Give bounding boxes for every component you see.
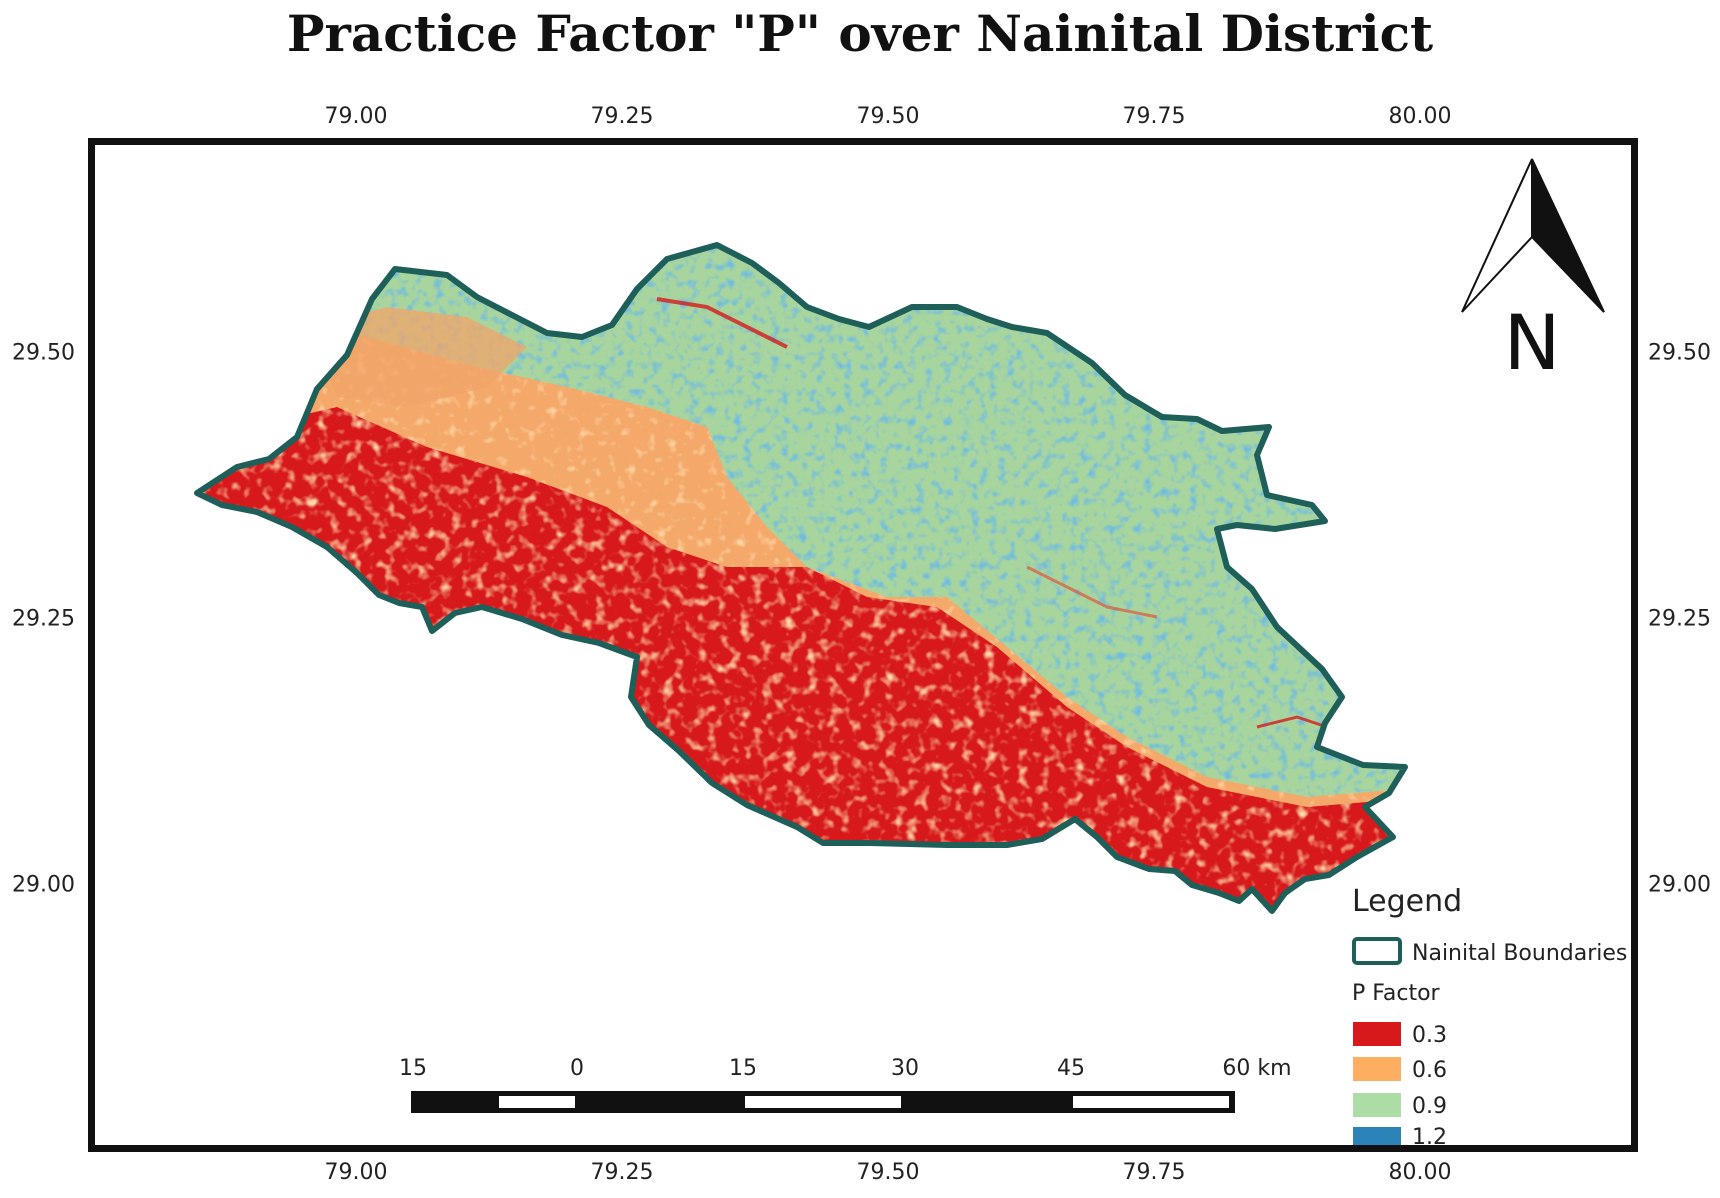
legend-swatch-0-9: [1353, 1093, 1401, 1117]
x-tick-bottom: 79.50: [856, 1160, 920, 1185]
y-tick-right: 29.25: [1648, 606, 1711, 632]
stream-streak: [1256, 715, 1328, 729]
x-tick-top: 80.00: [1388, 104, 1452, 129]
y-tick-right: 29.50: [1648, 340, 1711, 366]
scale-label: 0: [570, 1056, 584, 1081]
stream-streak: [1026, 565, 1158, 619]
north-arrow-icon: [1461, 158, 1605, 313]
y-tick-left: 29.50: [12, 340, 75, 366]
scale-label: 45: [1057, 1056, 1085, 1081]
legend-label-1-2: 1.2: [1412, 1125, 1447, 1145]
scale-label: 15: [399, 1056, 427, 1081]
north-label: N: [1504, 298, 1561, 387]
scale-label: 60 km: [1222, 1056, 1291, 1081]
map-canvas: N Legend Nainital Boundaries P Factor 0.…: [194, 158, 1627, 1145]
scale-label: 30: [891, 1056, 919, 1081]
x-tick-top: 79.25: [590, 104, 654, 129]
legend-boundary-swatch: [1352, 937, 1402, 965]
legend-label-0-9: 0.9: [1412, 1094, 1447, 1119]
legend-swatch-0-3: [1353, 1022, 1401, 1046]
district-boundary: [194, 242, 1408, 914]
legend-title: Legend: [1352, 884, 1462, 919]
legend-boundary-label: Nainital Boundaries: [1412, 941, 1627, 966]
x-tick-bottom: 80.00: [1388, 1160, 1452, 1185]
p-factor-raster: [197, 245, 1405, 911]
map-frame: N Legend Nainital Boundaries P Factor 0.…: [88, 138, 1638, 1152]
map-title: Practice Factor "P" over Nainital Distri…: [286, 4, 1434, 63]
x-tick-bottom: 79.25: [590, 1160, 654, 1185]
x-tick-bottom: 79.75: [1122, 1160, 1186, 1185]
y-tick-right: 29.00: [1648, 872, 1711, 898]
x-tick-bottom: 79.00: [324, 1160, 388, 1185]
y-tick-left: 29.00: [12, 872, 75, 898]
y-tick-left: 29.25: [12, 606, 75, 632]
scale-bar: [411, 1091, 1235, 1113]
legend-swatch-0-6: [1353, 1057, 1401, 1081]
legend-label-0-3: 0.3: [1412, 1023, 1447, 1048]
zone-p-0-6-north: [307, 307, 527, 407]
scale-label: 15: [729, 1056, 757, 1081]
x-tick-top: 79.75: [1122, 104, 1186, 129]
x-tick-top: 79.50: [856, 104, 920, 129]
legend-label-0-6: 0.6: [1412, 1058, 1447, 1083]
x-tick-top: 79.00: [324, 104, 388, 129]
stream-streak: [656, 297, 788, 349]
legend-swatch-1-2: [1353, 1127, 1401, 1145]
legend-factor-title: P Factor: [1352, 981, 1441, 1006]
